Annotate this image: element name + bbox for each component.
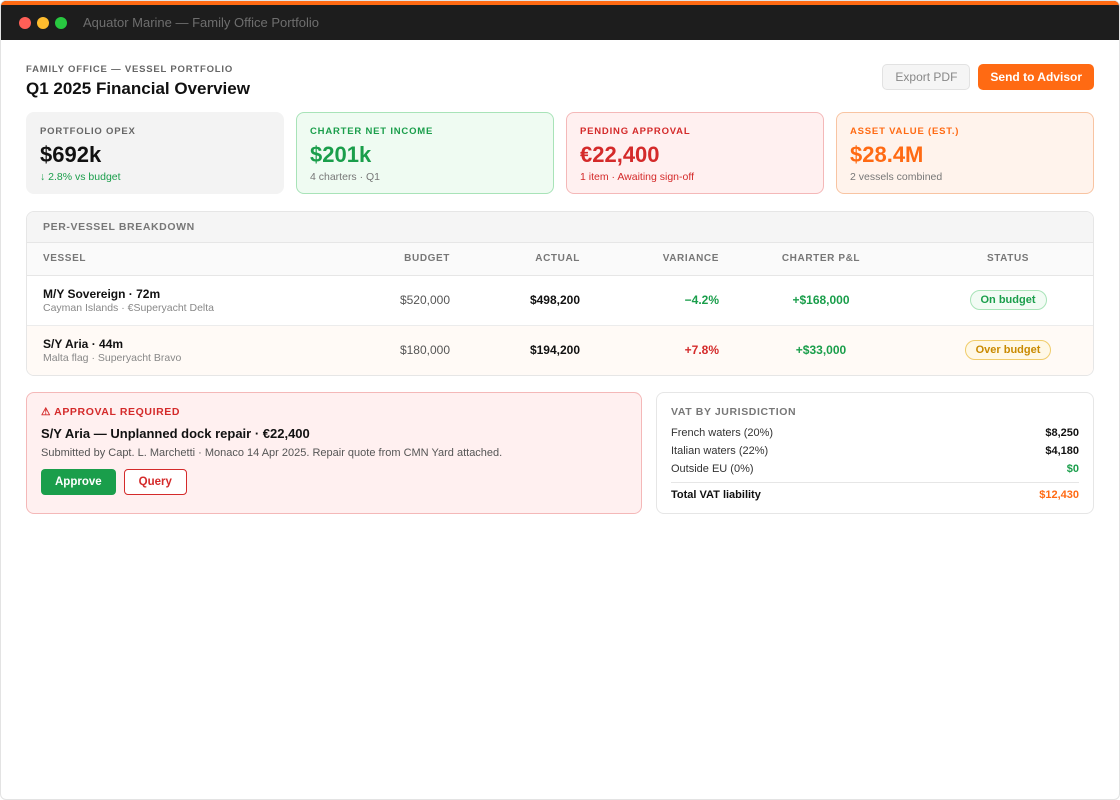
vat-total-label: Total VAT liability [671,489,761,501]
charter-pl-cell: +$33,000 [719,325,923,375]
column-header-charter-pl: CHARTER P&L [719,243,923,276]
vat-jurisdiction: French waters (20%) [671,427,774,439]
vessel-table: VESSEL BUDGET ACTUAL VARIANCE CHARTER P&… [27,243,1093,375]
page-eyebrow: FAMILY OFFICE — VESSEL PORTFOLIO [26,64,234,75]
vat-amount: $0 [1066,463,1079,475]
vessel-cell: S/Y Aria · 44m Malta flag · Superyacht B… [27,325,317,375]
kpi-sub: 4 charters · Q1 [310,171,381,183]
bottom-panels: ⚠ APPROVAL REQUIRED S/Y Aria — Unplanned… [26,392,1094,514]
title-block: FAMILY OFFICE — VESSEL PORTFOLIO Q1 2025… [26,64,250,99]
vat-title: VAT BY JURISDICTION [671,406,797,418]
kpi-portfolio-opex: PORTFOLIO OPEX $692k ↓ 2.8% vs budget [26,112,284,194]
kpi-charter-net-income: CHARTER NET INCOME $201k 4 charters · Q1 [296,112,554,194]
vessel-breakdown-card: PER-VESSEL BREAKDOWN VESSEL BUDGET ACTUA… [26,211,1094,376]
vat-row: Italian waters (22%) $4,180 [671,442,1079,460]
vat-amount: $4,180 [1045,445,1079,457]
actual-cell: $498,200 [450,275,580,326]
vat-amount: $8,250 [1045,427,1079,439]
kpi-label: ASSET VALUE (EST.) [850,126,960,137]
vessel-meta: Cayman Islands · €Superyacht Delta [43,301,214,314]
kpi-sub: 2 vessels combined [850,171,943,183]
vat-row: French waters (20%) $8,250 [671,424,1079,442]
kpi-sub: 1 item · Awaiting sign-off [580,171,695,183]
vat-total-amount: $12,430 [1039,489,1079,501]
vat-card: VAT BY JURISDICTION French waters (20%) … [656,392,1094,514]
query-button[interactable]: Query [123,469,187,495]
status-badge: On budget [969,290,1047,310]
vessel-cell: M/Y Sovereign · 72m Cayman Islands · €Su… [27,275,317,326]
kpi-label: PENDING APPROVAL [580,126,691,137]
vat-row: Outside EU (0%) $0 [671,460,1079,478]
kpi-pending-approval: PENDING APPROVAL €22,400 1 item · Awaiti… [566,112,824,194]
variance-cell: −4.2% [580,275,719,326]
table-row[interactable]: M/Y Sovereign · 72m Cayman Islands · €Su… [27,275,1093,326]
budget-cell: $180,000 [317,325,450,375]
kpi-value: $201k [310,142,372,167]
status-cell: On budget [923,275,1093,326]
charter-pl-cell: +$168,000 [719,275,923,326]
title-bar: Aquator Marine — Family Office Portfolio [1,1,1119,40]
close-window-button[interactable] [19,16,31,29]
approval-label: ⚠ APPROVAL REQUIRED [41,406,181,418]
vat-jurisdiction: Outside EU (0%) [671,463,754,475]
kpi-row: PORTFOLIO OPEX $692k ↓ 2.8% vs budget CH… [26,112,1094,194]
vat-jurisdiction: Italian waters (22%) [671,445,769,457]
status-badge: Over budget [964,340,1052,361]
page-title: Q1 2025 Financial Overview [26,79,250,98]
kpi-sub: ↓ 2.8% vs budget [40,171,121,183]
approval-actions: Approve Query [41,469,627,495]
column-header-budget: BUDGET [317,243,450,276]
kpi-label: PORTFOLIO OPEX [40,126,136,137]
column-header-actual: ACTUAL [450,243,580,276]
export-pdf-button[interactable]: Export PDF [882,64,971,90]
table-row[interactable]: S/Y Aria · 44m Malta flag · Superyacht B… [27,325,1093,375]
kpi-value: $28.4M [850,142,924,167]
send-to-advisor-button[interactable]: Send to Advisor [978,64,1094,90]
column-header-vessel: VESSEL [27,243,317,276]
kpi-value: $692k [40,142,102,167]
column-header-status: STATUS [923,243,1093,276]
kpi-value: €22,400 [580,142,660,167]
breakdown-title: PER-VESSEL BREAKDOWN [27,212,1093,243]
minimize-window-button[interactable] [37,16,49,29]
kpi-asset-value: ASSET VALUE (EST.) $28.4M 2 vessels comb… [836,112,1094,194]
window-title: Aquator Marine — Family Office Portfolio [83,15,320,30]
page-header: FAMILY OFFICE — VESSEL PORTFOLIO Q1 2025… [26,64,1094,112]
approval-card: ⚠ APPROVAL REQUIRED S/Y Aria — Unplanned… [26,392,642,514]
approve-button[interactable]: Approve [41,469,116,495]
approval-headline: S/Y Aria — Unplanned dock repair · €22,4… [41,426,310,441]
header-actions: Export PDF Send to Advisor [882,64,1094,90]
vessel-meta: Malta flag · Superyacht Bravo [43,351,182,364]
kpi-label: CHARTER NET INCOME [310,126,434,137]
vessel-name: S/Y Aria · 44m [43,336,124,351]
maximize-window-button[interactable] [55,16,67,29]
budget-cell: $520,000 [317,275,450,326]
vat-total-row: Total VAT liability $12,430 [671,482,1079,501]
vessel-name: M/Y Sovereign · 72m [43,286,161,301]
actual-cell: $194,200 [450,325,580,375]
column-header-variance: VARIANCE [580,243,719,276]
status-cell: Over budget [923,325,1093,375]
variance-cell: +7.8% [580,325,719,375]
table-header-row: VESSEL BUDGET ACTUAL VARIANCE CHARTER P&… [27,243,1093,276]
main-content: FAMILY OFFICE — VESSEL PORTFOLIO Q1 2025… [1,40,1119,514]
approval-description: Submitted by Capt. L. Marchetti · Monaco… [41,447,503,459]
